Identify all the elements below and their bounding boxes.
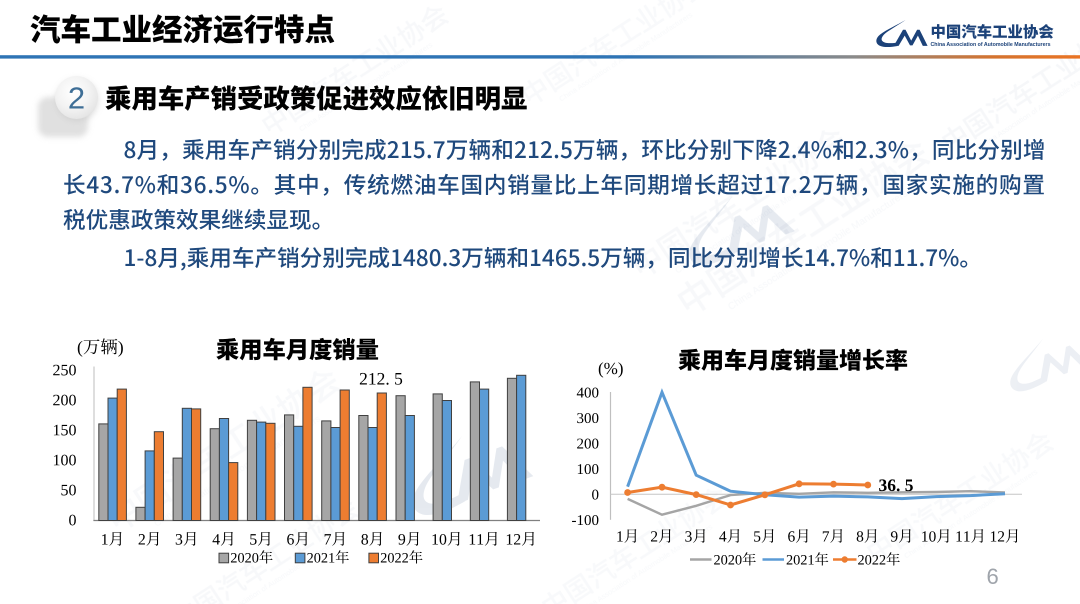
svg-text:China Association of Automobil: China Association of Automobile Manufact… [931, 42, 1052, 48]
svg-text:2: 2 [68, 81, 85, 116]
svg-text:6: 6 [987, 564, 999, 589]
